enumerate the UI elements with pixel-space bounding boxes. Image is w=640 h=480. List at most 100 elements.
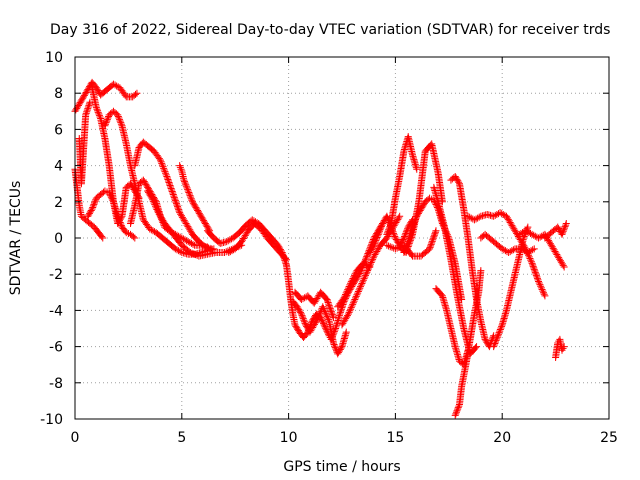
- data-point-fill: [331, 326, 339, 334]
- data-point-fill: [385, 242, 393, 250]
- data-point-fill: [174, 203, 182, 211]
- data-point-fill: [407, 235, 415, 243]
- data-point-fill: [364, 262, 372, 270]
- data-point-fill: [499, 210, 507, 218]
- data-point: [323, 296, 331, 304]
- data-point-fill: [500, 246, 508, 254]
- data-point: [156, 156, 164, 164]
- data-point: [197, 212, 205, 220]
- data-point-fill: [282, 260, 290, 268]
- x-tick-label: 20: [493, 430, 511, 446]
- data-point-fill: [561, 223, 569, 231]
- data-point: [180, 176, 188, 184]
- data-point-fill: [337, 305, 345, 313]
- data-point-fill: [506, 248, 514, 256]
- data-point: [451, 172, 459, 180]
- data-point: [184, 187, 192, 195]
- data-point-fill: [228, 247, 236, 255]
- data-point-fill: [536, 281, 544, 289]
- data-point-fill: [185, 188, 193, 196]
- data-point-fill: [226, 236, 234, 244]
- data-point-fill: [553, 251, 561, 259]
- data-point: [528, 230, 536, 238]
- y-tick-label: 6: [54, 122, 63, 138]
- data-point-fill: [472, 344, 479, 352]
- data-point-fill: [383, 214, 391, 222]
- data-point-fill: [188, 196, 196, 204]
- data-point-fill: [503, 214, 511, 222]
- data-point-fill: [294, 304, 302, 312]
- data-point-fill: [387, 221, 395, 229]
- data-point-fill: [311, 298, 319, 306]
- data-point-fill: [98, 233, 106, 241]
- data-point-fill: [83, 106, 91, 114]
- data-point-fill: [532, 271, 540, 279]
- data-point-fill: [491, 211, 499, 219]
- data-point-fill: [195, 209, 203, 217]
- data-point-fill: [529, 262, 537, 270]
- data-point-fill: [312, 296, 320, 304]
- data-point-fill: [453, 407, 461, 415]
- data-point-fill: [324, 297, 332, 305]
- data-point-fill: [452, 408, 460, 416]
- data-point: [366, 248, 374, 256]
- data-point-fill: [224, 237, 232, 245]
- data-point-fill: [508, 247, 516, 255]
- data-point-fill: [540, 290, 548, 298]
- data-point-fill: [149, 196, 157, 204]
- data-point-fill: [549, 244, 557, 252]
- data-point-fill: [94, 107, 102, 115]
- data-point-fill: [189, 240, 197, 248]
- data-point-fill: [505, 217, 513, 225]
- data-point-fill: [301, 319, 309, 327]
- data-point-fill: [354, 289, 362, 297]
- data-point-fill: [363, 253, 371, 261]
- data-point: [101, 122, 109, 130]
- data-point-fill: [407, 233, 415, 241]
- data-point-fill: [342, 291, 350, 299]
- data-point-fill: [525, 229, 533, 237]
- data-point-fill: [532, 270, 540, 278]
- axes: 0 5 10 15 20 25 -10 -8 -6 -4 -2 0 2 4 6 8 10: [40, 50, 618, 446]
- data-point-fill: [527, 258, 535, 266]
- data-point-fill: [102, 119, 110, 127]
- data-point-fill: [159, 216, 167, 224]
- data-point-fill: [160, 164, 168, 172]
- data-point-fill: [431, 228, 439, 236]
- data-point-fill: [299, 295, 307, 303]
- data-point-fill: [96, 113, 104, 121]
- data-point-fill: [375, 229, 383, 237]
- data-point: [560, 343, 568, 351]
- data-point-fill: [371, 240, 379, 248]
- data-point-fill: [367, 246, 375, 254]
- data-point-fill: [167, 185, 175, 193]
- data-point-fill: [149, 197, 157, 205]
- data-point-fill: [325, 300, 333, 308]
- data-point-fill: [331, 342, 339, 350]
- data-point-fill: [85, 100, 93, 108]
- data-point-fill: [155, 210, 163, 218]
- data-point-fill: [173, 201, 181, 209]
- data-point-fill: [347, 305, 355, 313]
- data-point: [481, 335, 489, 343]
- data-point-fill: [493, 333, 501, 341]
- data-point-fill: [116, 116, 124, 124]
- x-tick-label: 25: [600, 430, 618, 446]
- data-point-fill: [144, 188, 152, 196]
- data-point-fill: [474, 214, 482, 222]
- x-tick-label: 5: [177, 430, 186, 446]
- x-tick-label: 10: [280, 430, 298, 446]
- data-point-fill: [299, 315, 307, 323]
- data-point-fill: [351, 270, 359, 278]
- data-point-fill: [454, 405, 462, 413]
- data-point-fill: [300, 316, 308, 324]
- data-point-fill: [379, 218, 387, 226]
- data-point-fill: [345, 282, 353, 290]
- data-point-fill: [160, 166, 168, 174]
- data-point: [509, 223, 517, 231]
- data-point-fill: [194, 206, 202, 214]
- data-point-fill: [319, 318, 327, 326]
- data-point-fill: [157, 158, 165, 166]
- data-point-fill: [328, 311, 336, 319]
- data-point-fill: [495, 329, 503, 337]
